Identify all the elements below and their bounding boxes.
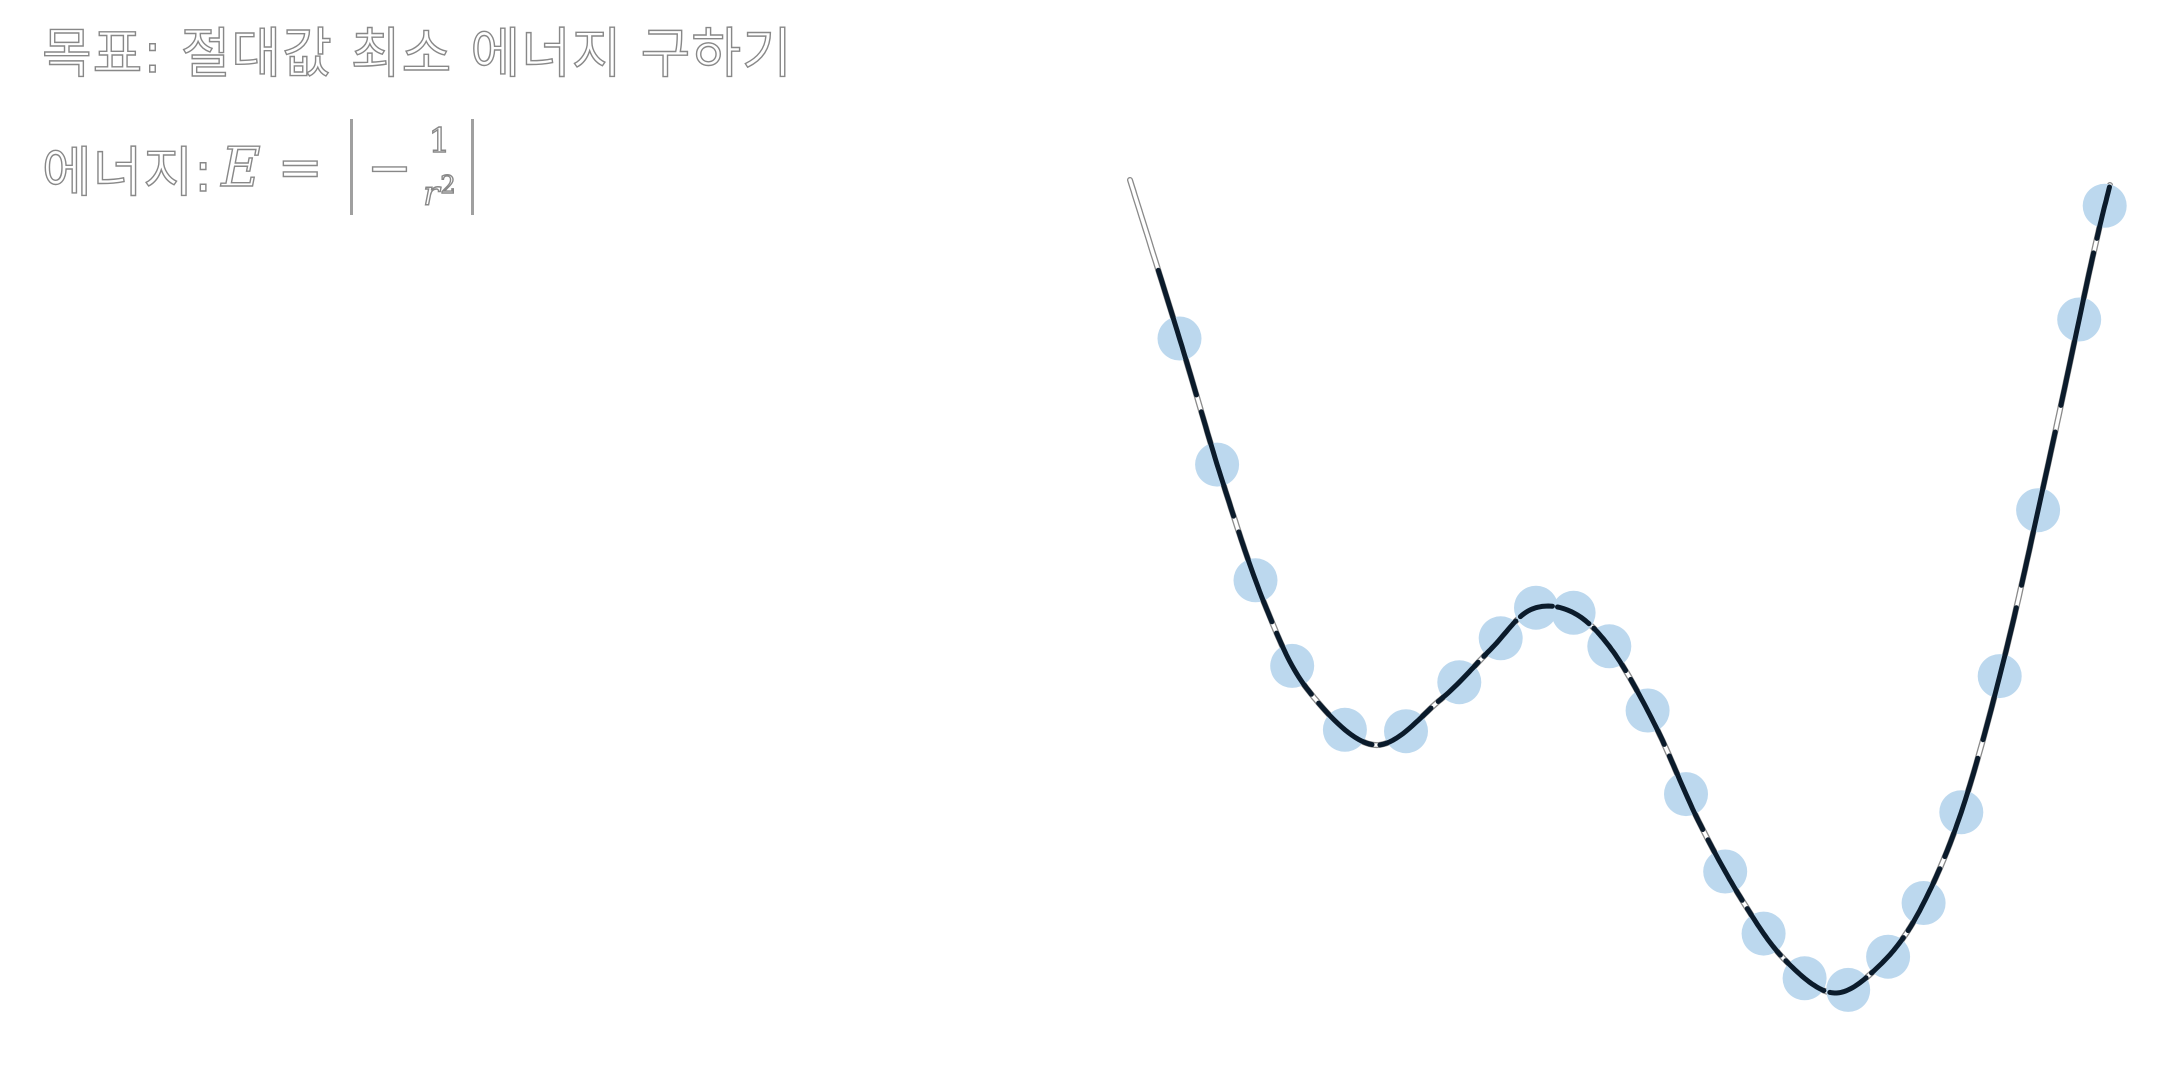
equals-sign: = (277, 135, 324, 199)
sample-point-segment (1481, 618, 1519, 659)
fraction-numerator: 1 (428, 120, 452, 161)
sample-point-segment (1942, 755, 1981, 860)
sample-point-segment (1274, 630, 1314, 697)
energy-symbol: E (221, 135, 262, 199)
sample-point-segment (1628, 676, 1667, 747)
sample-point-segment (1377, 705, 1434, 748)
sample-point-segment (2058, 250, 2097, 408)
sample-point-segment (1980, 605, 2019, 743)
sample-point-segment (1869, 935, 1906, 976)
sample-point-segment (1905, 866, 1943, 934)
sample-point-segment (1705, 837, 1745, 903)
sample-point-segment (1744, 906, 1783, 958)
sample-point-segment (1591, 625, 1629, 674)
sample-point-segment (1783, 958, 1827, 994)
page-title: 목표: 절대값 최소 에너지 구하기 (41, 21, 793, 85)
marker-layer (1157, 183, 2127, 1012)
energy-label: 에너지: (41, 140, 214, 204)
segment-layer (1155, 184, 2112, 996)
sample-point-segment (1555, 604, 1592, 627)
minus-sign: − (366, 135, 414, 199)
sample-point-segment (1517, 603, 1555, 620)
sample-point-segment (1435, 659, 1481, 704)
sample-point-segment (1198, 409, 1237, 519)
absolute-value: − 1 r2 (349, 119, 474, 216)
fraction-denominator: r2 (422, 163, 457, 216)
curve-layer (1127, 177, 2113, 996)
energy-curve-outline (1127, 177, 2113, 996)
sample-point-segment (2019, 429, 2058, 588)
sample-point-segment (1236, 529, 1275, 625)
sample-point-segment (2094, 184, 2112, 241)
fraction: 1 r2 (422, 119, 457, 216)
energy-curve (1128, 178, 2112, 995)
sample-point-segment (1155, 267, 1199, 398)
sample-point-segment (1316, 700, 1375, 748)
sample-point-segment (1827, 975, 1869, 996)
energy-formula: 에너지: E = − 1 r2 (41, 112, 474, 222)
radius-symbol: r (422, 173, 441, 214)
exponent: 2 (440, 170, 457, 199)
sample-point-segment (1666, 753, 1706, 832)
